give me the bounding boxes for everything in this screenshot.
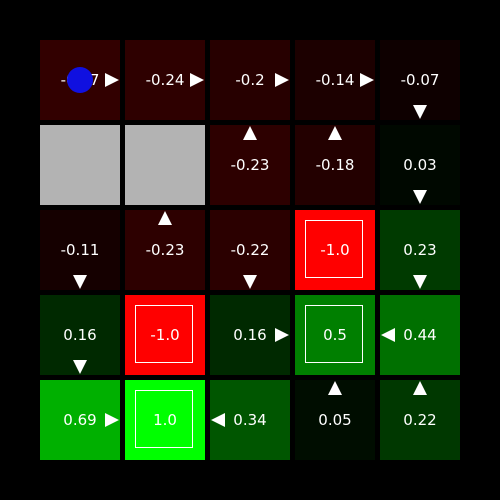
- grid-cell: -0.07: [380, 40, 460, 120]
- terminal-border: [305, 305, 363, 363]
- grid-cell: 0.69: [40, 380, 120, 460]
- policy-arrow-down-icon: [243, 275, 257, 289]
- state-value: -0.24: [145, 71, 185, 89]
- grid-cell: -0.22: [210, 210, 290, 290]
- state-value: 0.16: [233, 326, 267, 344]
- grid-cell: 0.16: [210, 295, 290, 375]
- terminal-cell: 1.0: [125, 380, 205, 460]
- policy-arrow-left-icon: [211, 413, 225, 427]
- policy-arrow-down-icon: [413, 190, 427, 204]
- state-value: 0.23: [403, 241, 437, 259]
- grid-cell: 0.44: [380, 295, 460, 375]
- grid-cell: -0.24: [125, 40, 205, 120]
- grid-cell: -0.18: [295, 125, 375, 205]
- state-value: -1.0: [150, 326, 180, 344]
- policy-arrow-up-icon: [413, 381, 427, 395]
- state-value: -0.23: [230, 156, 270, 174]
- agent-marker: [67, 67, 93, 93]
- grid-cell: 0.23: [380, 210, 460, 290]
- policy-arrow-up-icon: [158, 211, 172, 225]
- policy-arrow-up-icon: [243, 126, 257, 140]
- policy-arrow-up-icon: [328, 381, 342, 395]
- grid-cell: -0.2: [210, 40, 290, 120]
- state-value: -0.07: [400, 71, 440, 89]
- grid-cell: 0.03: [380, 125, 460, 205]
- state-value: -0.23: [145, 241, 185, 259]
- state-value: 0.44: [403, 326, 437, 344]
- state-value: -0.18: [315, 156, 355, 174]
- wall-cell: [40, 125, 120, 205]
- terminal-border: [135, 305, 193, 363]
- policy-arrow-left-icon: [381, 328, 395, 342]
- state-value: 0.69: [63, 411, 97, 429]
- state-value: -0.2: [235, 71, 265, 89]
- policy-arrow-right-icon: [275, 328, 289, 342]
- terminal-cell: 0.5: [295, 295, 375, 375]
- wall-cell: [125, 125, 205, 205]
- terminal-border: [135, 390, 193, 448]
- grid-cell: -0.23: [125, 210, 205, 290]
- state-value: -0.22: [230, 241, 270, 259]
- grid-cell: -0.14: [295, 40, 375, 120]
- grid-cell: -0.23: [210, 125, 290, 205]
- state-value: 0.16: [63, 326, 97, 344]
- terminal-border: [305, 220, 363, 278]
- policy-arrow-up-icon: [328, 126, 342, 140]
- policy-arrow-down-icon: [413, 275, 427, 289]
- state-value: 0.5: [323, 326, 347, 344]
- state-value: 0.03: [403, 156, 437, 174]
- grid-cell: 0.22: [380, 380, 460, 460]
- state-value: -0.11: [60, 241, 100, 259]
- policy-arrow-right-icon: [105, 413, 119, 427]
- policy-arrow-down-icon: [413, 105, 427, 119]
- policy-arrow-down-icon: [73, 275, 87, 289]
- terminal-cell: -1.0: [125, 295, 205, 375]
- state-value: 0.34: [233, 411, 267, 429]
- state-value: -1.0: [320, 241, 350, 259]
- state-value: 1.0: [153, 411, 177, 429]
- policy-arrow-right-icon: [275, 73, 289, 87]
- grid-cell: 0.16: [40, 295, 120, 375]
- grid-cell: 0.05: [295, 380, 375, 460]
- policy-arrow-right-icon: [105, 73, 119, 87]
- policy-arrow-right-icon: [360, 73, 374, 87]
- state-value: -0.14: [315, 71, 355, 89]
- state-value: 0.05: [318, 411, 352, 429]
- terminal-cell: -1.0: [295, 210, 375, 290]
- state-value: 0.22: [403, 411, 437, 429]
- policy-arrow-right-icon: [190, 73, 204, 87]
- grid-cell: 0.34: [210, 380, 290, 460]
- policy-arrow-down-icon: [73, 360, 87, 374]
- grid-cell: -0.11: [40, 210, 120, 290]
